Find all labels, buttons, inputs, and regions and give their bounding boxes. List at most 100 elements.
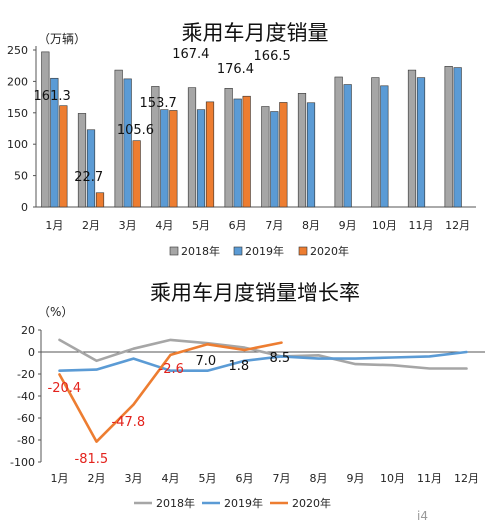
sales-bar [77, 113, 87, 208]
growth-unit-label: （%） [38, 305, 73, 319]
sales-legend-swatch [233, 246, 243, 256]
growth-lines-group [58, 338, 468, 443]
sales-bar [196, 109, 206, 208]
sales-bar [261, 106, 270, 208]
sales-y-tick-label: 150 [7, 107, 28, 120]
growth-x-tick-label: 6月 [236, 472, 254, 485]
sales-bar [242, 95, 251, 208]
growth-line-chart: 乘用车月度销量增长率 （%） -100 -80 -60 -40 -20 0 20 -20.4… [10, 281, 485, 510]
sales-bar [380, 85, 389, 208]
growth-x-tick-label: 9月 [347, 472, 365, 485]
sales-data-label: 161.3 [34, 89, 71, 104]
sales-legend-label: 2019年 [245, 244, 284, 258]
sales-x-tick-label: 9月 [339, 219, 357, 232]
growth-legend-label: 2019年 [224, 496, 263, 510]
growth-y-tick-label: -20 [17, 368, 35, 381]
growth-data-label: 7.0 [196, 354, 217, 369]
sales-bar [224, 88, 233, 208]
sales-bar [123, 78, 132, 208]
growth-legend-label: 2020年 [292, 496, 331, 510]
growth-x-tick-label: 11月 [417, 472, 442, 485]
sales-bar [160, 109, 169, 208]
sales-legend: 2018年 2019年 2020年 [169, 244, 349, 258]
growth-series-line [58, 350, 468, 373]
sales-bar [187, 87, 197, 208]
sales-data-label: 153.7 [140, 96, 177, 111]
sales-bar [444, 66, 453, 208]
sales-y-tick-label: 50 [14, 170, 28, 183]
growth-data-label: -47.8 [112, 415, 146, 430]
sales-bar [233, 98, 242, 208]
sales-axis-group: 0 50 100 150 200 250 [7, 44, 476, 214]
sales-y-tick-label: 250 [7, 44, 28, 57]
sales-bar [132, 140, 141, 208]
sales-bar [50, 77, 59, 208]
growth-legend-label: 2018年 [156, 496, 195, 510]
sales-legend-label: 2018年 [181, 244, 220, 258]
growth-x-tick-label: 4月 [162, 472, 180, 485]
sales-bar [334, 76, 343, 208]
sales-bar [205, 101, 215, 208]
sales-bar [95, 192, 105, 208]
sales-x-tick-label: 6月 [229, 219, 247, 232]
growth-x-tick-label: 3月 [125, 472, 143, 485]
sales-chart-title: 乘用车月度销量 [182, 21, 329, 45]
sales-x-tick-label: 8月 [302, 219, 320, 232]
growth-x-tick-label: 12月 [454, 472, 479, 485]
sales-unit-label: （万辆） [38, 32, 86, 46]
growth-y-tick-label: -100 [10, 456, 35, 469]
growth-y-tick-label: 20 [21, 324, 35, 337]
sales-bar-chart: 乘用车月度销量 （万辆） 0 50 100 150 200 250 161.3 22.7 10… [7, 21, 476, 258]
growth-x-ticks-group: 1月 2月 3月 4月 5月 6月 7月 8月 9月 10月 11月 12月 [51, 472, 480, 485]
growth-x-tick-label: 8月 [310, 472, 328, 485]
growth-data-label: 8.5 [270, 351, 291, 366]
growth-y-tick-label: 0 [28, 346, 35, 359]
sales-bar [169, 110, 178, 208]
sales-y-tick-label: 200 [7, 75, 28, 88]
growth-data-label: 1.8 [229, 359, 250, 374]
sales-data-label: 167.4 [172, 47, 209, 62]
sales-bar [297, 93, 307, 208]
sales-bar [270, 111, 279, 208]
growth-data-label: -2.6 [159, 362, 184, 377]
growth-x-tick-label: 5月 [199, 472, 217, 485]
sales-legend-swatch [169, 246, 179, 256]
growth-chart-title: 乘用车月度销量增长率 [150, 281, 360, 305]
growth-x-tick-label: 2月 [88, 472, 106, 485]
sales-data-label: 22.7 [74, 170, 103, 185]
sales-x-tick-label: 3月 [119, 219, 137, 232]
growth-series-line [58, 338, 468, 370]
sales-x-tick-label: 2月 [82, 219, 100, 232]
growth-y-tick-label: -60 [17, 412, 35, 425]
sales-bar [407, 69, 417, 208]
growth-axis-group: -100 -80 -60 -40 -20 0 20 [10, 324, 485, 469]
growth-data-labels-group: -20.4 -81.5 -47.8 -2.6 7.0 1.8 8.5 [48, 351, 291, 467]
sales-x-tick-label: 11月 [409, 219, 434, 232]
growth-x-tick-label: 1月 [51, 472, 69, 485]
sales-bar [59, 105, 68, 208]
sales-bar [86, 129, 96, 208]
sales-x-tick-label: 10月 [372, 219, 397, 232]
sales-bar [114, 69, 123, 208]
sales-x-tick-label: 7月 [265, 219, 283, 232]
sales-data-label: 176.4 [217, 62, 254, 77]
growth-x-tick-label: 7月 [273, 472, 291, 485]
sales-bar [279, 102, 288, 208]
sales-x-tick-label: 4月 [155, 219, 173, 232]
sales-y-tick-label: 100 [7, 138, 28, 151]
sales-x-tick-label: 5月 [192, 219, 210, 232]
sales-bar [41, 51, 50, 208]
sales-bar [371, 77, 380, 208]
watermark-text: i4 [417, 509, 428, 523]
growth-data-label: -20.4 [48, 381, 82, 396]
sales-x-tick-label: 12月 [445, 219, 470, 232]
sales-x-ticks-group: 1月 2月 3月 4月 5月 6月 7月 8月 9月 10月 11月 12月 [45, 219, 470, 232]
sales-data-label: 166.5 [254, 49, 291, 64]
sales-legend-label: 2020年 [310, 244, 349, 258]
growth-x-tick-label: 10月 [380, 472, 405, 485]
sales-bar [151, 86, 160, 208]
growth-data-label: -81.5 [75, 452, 109, 467]
sales-data-label: 105.6 [117, 123, 154, 138]
